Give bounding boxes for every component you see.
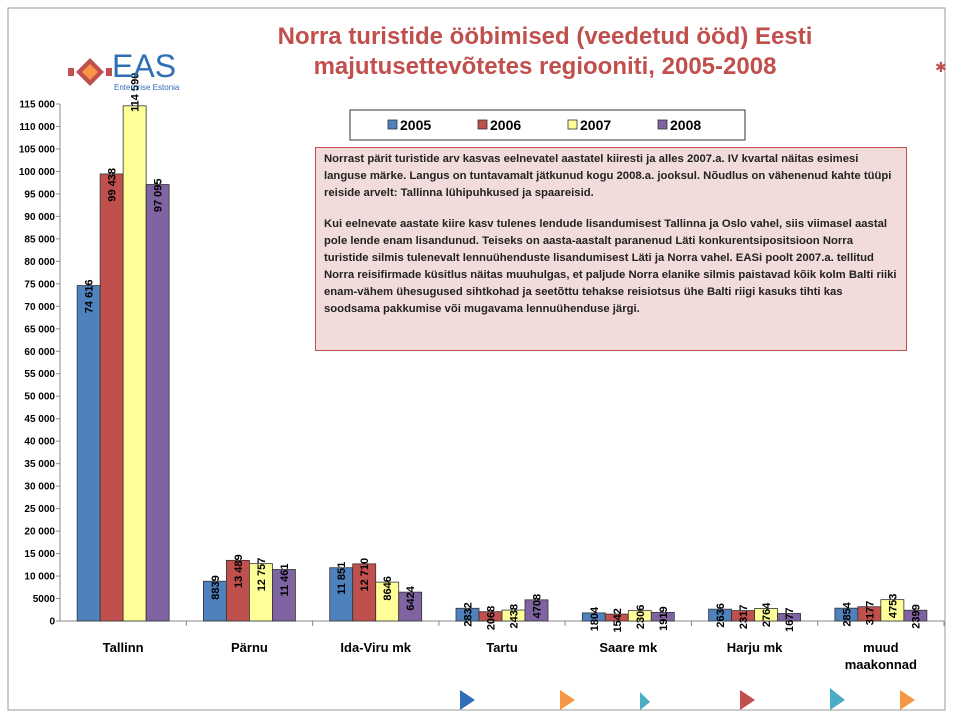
value-label: 99 438: [107, 168, 119, 202]
legend-swatch: [657, 119, 668, 130]
y-tick-label: 75 000: [24, 279, 55, 290]
y-tick-label: 70 000: [24, 302, 55, 313]
x-tick-label: Tallinn: [102, 640, 144, 655]
value-label: 4753: [887, 594, 899, 618]
value-label: 2068: [486, 606, 498, 630]
value-label: 8839: [210, 575, 222, 599]
value-label: 11 851: [336, 562, 348, 595]
bar: [777, 613, 801, 622]
value-label: 11 461: [279, 563, 291, 596]
legend-label: 2006: [490, 117, 521, 133]
x-tick-label: Tartu: [486, 640, 518, 655]
bar: [398, 591, 423, 622]
y-tick-label: 15 000: [24, 549, 55, 560]
value-label: 2764: [761, 602, 773, 627]
annotation-box: Norrast pärit turistide arv kasvas eelne…: [315, 147, 907, 351]
legend-swatch: [567, 119, 578, 130]
value-label: 1919: [658, 606, 670, 630]
y-tick-label: 80 000: [24, 257, 55, 268]
value-label: 2317: [738, 605, 750, 629]
bar: [122, 105, 147, 622]
decor: ✱: [935, 59, 947, 75]
value-label: 3177: [864, 601, 876, 625]
logo-subtitle: Enterprise Estonia: [114, 83, 180, 92]
x-tick-label: Pärnu: [231, 640, 268, 655]
annotation: Kui eelnevate aastate kiire kasv tulenes…: [324, 218, 897, 315]
bar: [76, 285, 101, 622]
slide-frame: [7, 7, 946, 711]
bar: [650, 611, 675, 622]
logo-name: EAS: [112, 48, 177, 84]
bar: [145, 184, 170, 622]
y-tick-label: 65 000: [24, 324, 55, 335]
y-tick-label: 5000: [33, 594, 56, 605]
value-label: 2832: [463, 602, 475, 626]
value-label: 114 590: [130, 73, 142, 112]
y-tick-label: 30 000: [24, 482, 55, 493]
value-label: 2306: [635, 605, 647, 629]
y-tick-label: 0: [49, 617, 55, 628]
y-tick-label: 105 000: [19, 144, 56, 155]
bar: [524, 599, 549, 622]
y-tick-label: 110 000: [19, 122, 55, 133]
value-label: 97 095: [153, 178, 165, 212]
y-tick-label: 35 000: [24, 459, 55, 470]
value-label: 6424: [405, 585, 417, 610]
x-tick-label: Ida-Viru mk: [340, 640, 411, 655]
value-label: 1677: [784, 607, 796, 631]
y-tick-label: 55 000: [24, 369, 55, 380]
legend-swatch: [477, 119, 488, 130]
bar: [903, 609, 928, 622]
bar: [272, 569, 296, 622]
x-tick-label: Harju mk: [726, 640, 783, 655]
y-tick-label: 40 000: [24, 437, 55, 448]
bar: [99, 173, 124, 622]
y-tick-label: 85 000: [24, 234, 55, 245]
value-label: 2854: [841, 601, 853, 626]
legend-label: 2007: [580, 117, 611, 133]
y-tick-label: 60 000: [24, 347, 55, 358]
legend-swatch: [387, 119, 398, 130]
value-label: 2636: [715, 603, 727, 627]
y-tick-label: 45 000: [24, 414, 55, 425]
y-tick-label: 25 000: [24, 504, 55, 515]
y-tick-label: 100 000: [19, 167, 56, 178]
annotation: Norrast pärit turistide arv kasvas eelne…: [324, 153, 892, 199]
value-label: 1804: [589, 606, 601, 631]
value-label: 12 757: [256, 558, 268, 592]
y-tick-label: 90 000: [24, 212, 55, 223]
value-label: 2399: [910, 604, 922, 628]
value-label: 1542: [612, 608, 624, 632]
value-label: 12 710: [359, 558, 371, 592]
value-label: 4708: [532, 594, 544, 618]
value-label: 2438: [509, 604, 521, 628]
value-label: 13 489: [233, 554, 245, 588]
x-tick-label: Saare mk: [599, 640, 658, 655]
legend-label: 2008: [670, 117, 701, 133]
decor-bottom: [460, 688, 915, 710]
value-label: 74 616: [84, 280, 96, 314]
legend-label: 2005: [400, 117, 431, 133]
legend-box: [349, 109, 746, 141]
x-tick-label: muud maakonnad: [844, 640, 917, 672]
y-tick-label: 10 000: [24, 572, 55, 583]
y-tick-label: 95 000: [24, 189, 55, 200]
y-tick-label: 20 000: [24, 527, 55, 538]
logo-icon: [68, 58, 112, 86]
chart-title: Norra turistide ööbimised (veedetud ööd)…: [277, 23, 813, 80]
y-tick-label: 115 000: [19, 100, 55, 111]
y-tick-label: 50 000: [24, 392, 55, 403]
value-label: 8646: [382, 576, 394, 600]
